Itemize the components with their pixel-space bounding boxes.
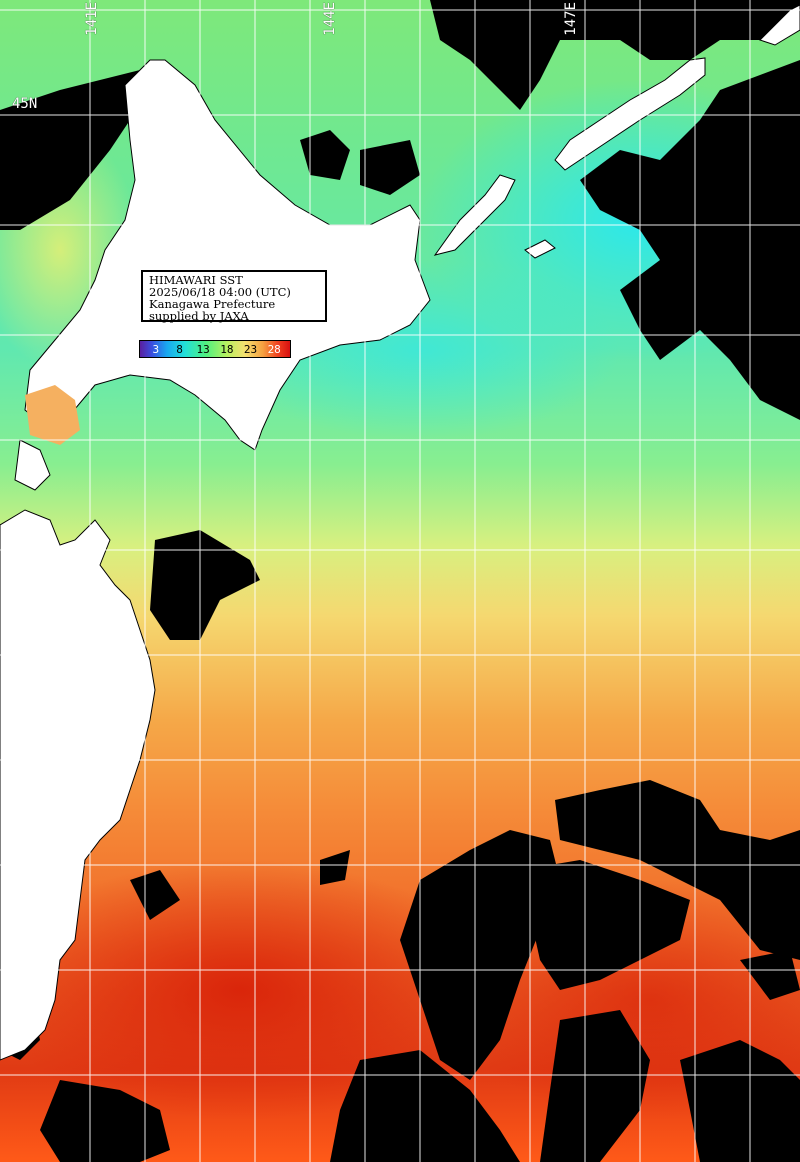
colorbar-tick: 13: [196, 342, 210, 356]
oshima-peninsula: [14, 439, 51, 491]
info-box: HIMAWARI SST 2025/06/18 04:00 (UTC) Kana…: [141, 270, 327, 322]
colorbar-tick: 28: [267, 342, 281, 356]
colorbar-tick: 3: [152, 342, 160, 356]
latitude-label-45n: 45N: [12, 96, 38, 112]
longitude-label-147e: 147E: [563, 2, 579, 36]
longitude-label-144e: 144E: [322, 2, 338, 36]
colorbar-tick: 8: [176, 342, 183, 356]
publisher-label: Kanagawa Prefecture: [149, 297, 276, 311]
satellite-product-label: HIMAWARI SST: [149, 273, 243, 287]
observation-time: 2025/06/18 04:00 (UTC): [149, 285, 291, 299]
data-source-label: supplied by JAXA: [149, 309, 249, 323]
temperature-colorbar: 3 8 13 18 23 28: [139, 340, 291, 358]
colorbar-tick: 23: [243, 342, 258, 356]
honshu: [0, 509, 156, 1061]
colorbar-tick: 18: [220, 342, 234, 356]
colorbar-ticks: 3 8 13 18 23 28: [140, 341, 290, 357]
kuril-island: [524, 239, 556, 259]
longitude-label-141e: 141E: [84, 2, 100, 36]
sakhalin: [759, 4, 800, 46]
warm-water-patch: [0, 860, 500, 1120]
coastal-warm-patch: [25, 385, 80, 445]
land-mask: [0, 4, 800, 1061]
